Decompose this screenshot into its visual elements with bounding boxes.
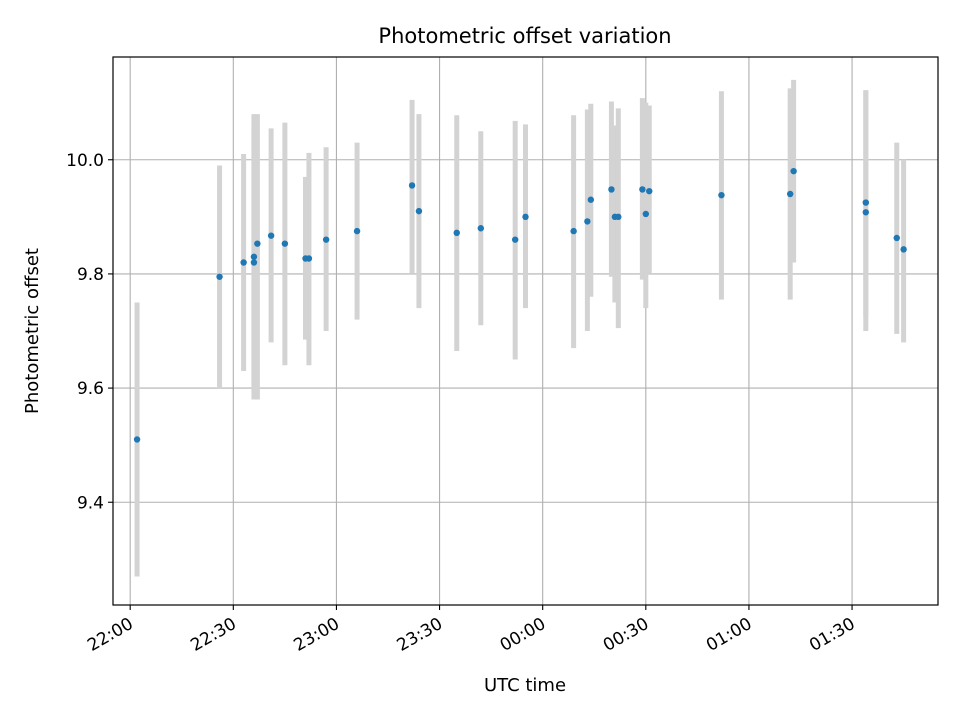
data-point	[254, 240, 261, 247]
plot-frame	[112, 56, 939, 606]
data-point	[477, 225, 485, 232]
y-axis-title: Photometric offset	[22, 248, 43, 414]
data-point	[862, 209, 870, 216]
data-point	[305, 255, 313, 262]
data-point	[353, 227, 361, 235]
data-point	[718, 191, 725, 199]
data-point	[862, 199, 870, 206]
data-point	[415, 207, 423, 215]
x-tick-label: 01:00	[703, 614, 755, 656]
y-tick-label: 9.8	[77, 265, 104, 285]
data-point	[281, 240, 289, 247]
x-axis: 22:00 22:30 23:00 23:30 00:00 00:30 01:00 01:30	[84, 605, 859, 656]
data-point	[240, 259, 247, 266]
x-tick-label: 22:00	[84, 614, 136, 656]
data-point	[511, 236, 519, 243]
data-point	[267, 232, 275, 239]
data-point	[587, 196, 595, 203]
x-tick-label: 23:00	[291, 614, 343, 656]
point-layer	[133, 167, 907, 443]
data-point	[900, 246, 907, 253]
data-point	[522, 213, 529, 221]
y-tick-label: 9.6	[77, 379, 104, 399]
x-tick-label: 01:30	[806, 614, 858, 656]
data-point	[216, 273, 223, 280]
data-point	[893, 234, 900, 242]
data-point	[642, 210, 650, 218]
x-axis-title: UTC time	[484, 675, 566, 696]
data-point	[250, 259, 258, 266]
data-point	[615, 213, 622, 221]
data-point	[608, 186, 615, 193]
data-point	[133, 436, 141, 443]
y-tick-label: 9.4	[77, 493, 104, 513]
data-point	[646, 187, 653, 195]
y-tick-label: 10.0	[66, 151, 104, 171]
x-tick-label: 23:30	[394, 614, 446, 656]
x-tick-label: 22:30	[187, 614, 239, 656]
data-point	[570, 227, 577, 235]
data-point	[250, 253, 258, 260]
x-tick-label: 00:30	[600, 614, 652, 656]
data-point	[786, 190, 794, 198]
y-axis: 9.4 9.6 9.8 10.0	[66, 151, 113, 513]
data-point	[408, 182, 416, 189]
data-point	[584, 218, 591, 225]
data-point	[639, 186, 646, 193]
data-point	[453, 229, 460, 237]
chart-title: Photometric offset variation	[378, 24, 671, 48]
x-tick-label: 00:00	[497, 614, 549, 656]
data-point	[322, 236, 330, 243]
data-point	[790, 167, 797, 175]
